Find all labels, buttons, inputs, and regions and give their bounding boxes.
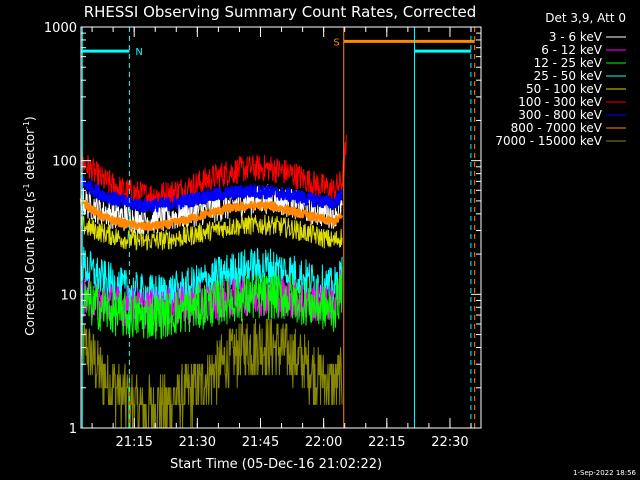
x-tick-label-2: 21:45 [242,435,279,450]
y-tick-label-1: 10 [60,288,77,303]
y-tick-label-0: 1 [69,422,77,437]
y-axis-label-sup2: -1 [22,121,31,129]
series-line-2 [80,266,343,340]
series-line-8 [80,310,343,429]
x-axis-label: Start Time (05-Dec-16 21:02:22) [170,457,382,472]
series-line-6 [79,176,344,213]
legend-label-1: 6 - 12 keV [541,43,603,57]
y-axis-label-mid: detector [23,129,37,184]
x-tick-label-0: 21:15 [115,435,152,450]
y-axis-label-end: ) [23,116,37,121]
legend-header: Det 3,9, Att 0 [545,11,626,25]
plot-frame [80,26,482,429]
series-line-5 [80,134,347,209]
y-axis-label: Corrected Count Rate (s-1 detector-1) [22,116,37,335]
footer-date: 1-Sep-2022 18:56 [573,469,636,477]
legend-label-2: 12 - 25 keV [534,56,603,70]
y-tick-label-3: 1000 [44,21,77,36]
chart-title: RHESSI Observing Summary Count Rates, Co… [84,3,477,21]
series-line-4 [80,214,343,251]
y-axis-label-main: Corrected Count Rate (s [23,191,37,335]
y-axis: 1 10 100 1000 [44,21,481,437]
x-tick-label-4: 22:15 [368,435,405,450]
legend-label-0: 3 - 6 keV [549,30,603,44]
annotation-label-S: S [333,37,339,48]
x-tick-label-3: 22:00 [305,435,342,450]
legend-label-4: 50 - 100 keV [526,82,603,96]
legend-label-7: 800 - 7000 keV [511,121,603,135]
x-tick-label-5: 22:30 [431,435,468,450]
series-line-7 [79,198,344,231]
x-tick-label-1: 21:30 [179,435,216,450]
legend-label-6: 300 - 800 keV [518,108,602,122]
annotation-label-N: N [135,47,142,58]
plot-area [79,134,347,429]
annotation-layer: NS [81,27,476,428]
legend-label-3: 25 - 50 keV [534,69,603,83]
legend-label-5: 100 - 300 keV [518,95,602,109]
y-axis-label-sup1: -1 [22,183,31,191]
y-tick-label-2: 100 [52,155,77,170]
legend-label-8: 7000 - 15000 keV [495,134,602,148]
x-axis: 21:15 21:30 21:45 22:00 22:15 22:30 [91,27,472,450]
